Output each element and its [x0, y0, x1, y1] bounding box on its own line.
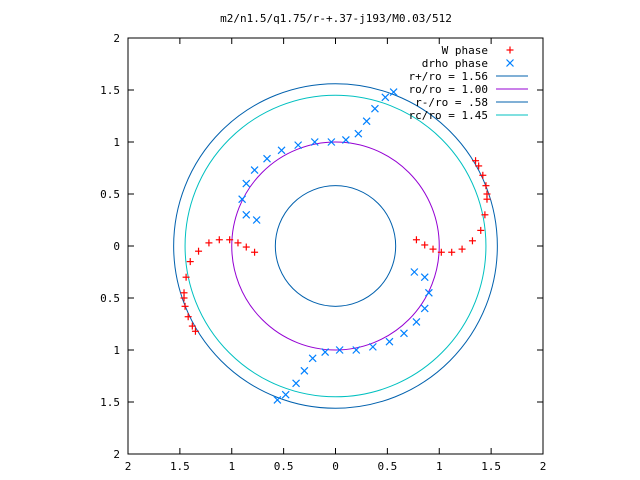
y-tick-label: 1.5: [100, 84, 120, 97]
x-tick-label: 0: [332, 460, 339, 473]
w-phase-point: [251, 248, 259, 256]
w-phase-point: [242, 243, 250, 251]
drho-phase-point: [354, 129, 363, 138]
w-phase-point: [181, 302, 189, 310]
w-phase-point: [458, 245, 466, 253]
drho-phase-point: [242, 210, 251, 219]
x-tick-label: 0.5: [274, 460, 294, 473]
w-phase-point: [412, 236, 420, 244]
w-phase-point: [234, 239, 242, 247]
w-phase-point: [186, 258, 194, 266]
legend-marker: [506, 46, 514, 54]
drho-phase-point: [294, 141, 303, 150]
circle-r-ro-1-56: [173, 83, 498, 409]
w-phase-point: [215, 236, 223, 244]
drho-phase-point: [263, 154, 271, 163]
drho-phase-point: [424, 288, 433, 297]
drho-phase-point: [292, 379, 300, 388]
w-phase-point: [226, 236, 234, 244]
y-tick-label: 1: [113, 344, 120, 357]
reference-circles: [173, 83, 498, 409]
w-phase-point: [479, 171, 487, 179]
legend-label: drho phase: [422, 57, 488, 70]
w-phase-point: [481, 211, 489, 219]
x-tick-label: 0.5: [377, 460, 397, 473]
drho-phase-point: [389, 88, 398, 97]
w-phase-point: [477, 226, 485, 234]
w-phase-point: [182, 273, 190, 281]
legend-label: r-/ro = .58: [415, 96, 488, 109]
w-phase-point: [188, 322, 196, 330]
drho-phase-point: [412, 317, 421, 326]
w-phase-point: [184, 313, 192, 321]
legend-marker: [506, 59, 514, 67]
drho-phase-point: [277, 146, 286, 155]
drho-phase-point: [352, 346, 361, 354]
y-tick-label: 1.5: [100, 396, 120, 409]
y-tick-label: 1: [113, 136, 120, 149]
drho-phase-point: [335, 346, 344, 354]
x-tick-label: 1.5: [481, 460, 501, 473]
drho-phase-point: [381, 93, 390, 102]
drho-phase-point: [341, 135, 350, 144]
w-phase-point: [472, 157, 480, 165]
drho-phase-point: [385, 337, 394, 346]
chart-title: m2/n1.5/q1.75/r-+.37-j193/M0.03/512: [220, 12, 452, 25]
drho-phase-point: [300, 366, 309, 375]
x-tick-label: 1.5: [170, 460, 190, 473]
y-tick-label: 0.5: [100, 292, 120, 305]
drho-phase-point: [250, 166, 259, 175]
drho-phase-point: [410, 268, 419, 276]
x-tick-label: 2: [540, 460, 547, 473]
drho-phase-point: [420, 304, 429, 313]
circle-ro-ro-1-00: [231, 141, 440, 351]
drho-phase-point: [238, 195, 247, 204]
legend-label: r+/ro = 1.56: [409, 70, 488, 83]
x-tick-label: 1: [228, 460, 235, 473]
drho-phase-point: [242, 179, 251, 188]
w-phase-point: [191, 327, 199, 335]
legend-label: W phase: [442, 44, 488, 57]
drho-phase-point: [368, 342, 377, 351]
w-phase-point: [180, 294, 188, 302]
drho-phase-point: [321, 348, 330, 357]
legend-label: rc/ro = 1.45: [409, 109, 488, 122]
w-phase-point: [421, 241, 429, 249]
drho-phase-point: [420, 273, 429, 282]
drho-phase-point: [362, 117, 371, 126]
w-phase-point: [483, 190, 491, 198]
w-phase-point: [437, 248, 445, 256]
w-phase-point: [475, 162, 483, 170]
circle-rc-ro-1-45: [184, 94, 487, 398]
w-phase-point: [482, 182, 490, 190]
circle-r-ro-58: [274, 185, 397, 307]
w-phase-point: [448, 248, 456, 256]
w-phase-point: [195, 247, 203, 255]
y-tick-label: 2: [113, 32, 120, 45]
data-points: [180, 88, 491, 404]
drho-phase-point: [327, 138, 336, 146]
drho-phase-point: [281, 390, 290, 399]
y-tick-label: 2: [113, 448, 120, 461]
y-tick-label: 0.5: [100, 188, 120, 201]
x-tick-label: 2: [125, 460, 132, 473]
w-phase-point: [205, 239, 213, 247]
y-tick-label: 0: [113, 240, 120, 253]
drho-phase-point: [371, 104, 379, 113]
drho-phase-point: [308, 354, 317, 363]
axis-ticks: 2 1.5 1 0.5 0 0.5 1 1.5 221.510.500.511.52: [100, 32, 546, 473]
drho-phase-point: [273, 395, 282, 404]
drho-phase-point: [252, 216, 261, 224]
x-tick-label: 1: [436, 460, 443, 473]
w-phase-point: [468, 237, 476, 245]
drho-phase-point: [400, 329, 408, 338]
drho-phase-point: [310, 138, 319, 146]
w-phase-point: [429, 245, 437, 253]
legend-label: ro/ro = 1.00: [409, 83, 488, 96]
